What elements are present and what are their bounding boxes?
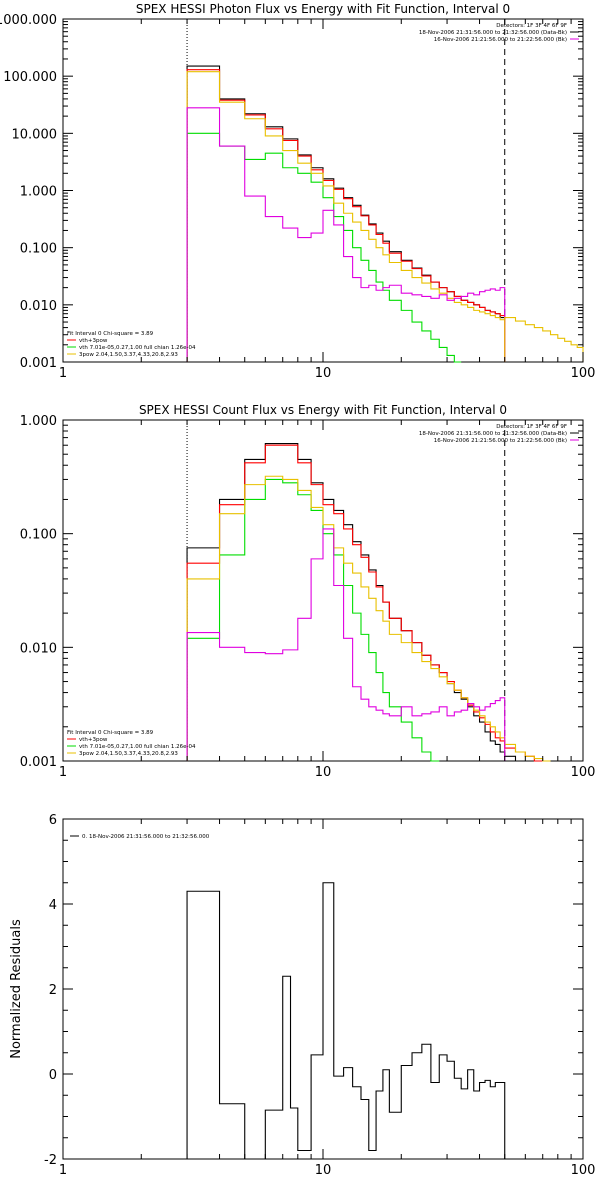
y-tick-label: 2: [49, 983, 57, 998]
legend-entry-text: 18-Nov-2006 21:31:56.000 to 21:32:56.000…: [419, 431, 567, 437]
legend-entry-text: Detectors: 1F 3F 4F 6F 9F: [496, 424, 567, 430]
y-tick-label: 0.010: [20, 641, 57, 656]
photon-legend-bottom-left: Fit Interval 0 Chi-square = 3.89vth+3pow…: [67, 331, 196, 358]
photon-flux-title: SPEX HESSI Photon Flux vs Energy with Fi…: [136, 2, 510, 16]
x-tick-label: 1: [59, 765, 67, 780]
x-tick-label: 100: [571, 366, 596, 381]
y-tick-label: 1000.000: [0, 13, 57, 28]
series-line-2: [186, 132, 462, 363]
series-line-3: [186, 71, 506, 362]
series-line-1: [186, 444, 543, 762]
residuals-panel: Normalized Residuals 1 10 100 -2 0 2 4 6 0. 18-…: [9, 813, 595, 1178]
x-tick-label: 100: [571, 765, 596, 780]
x-tick-label: 100: [571, 1163, 596, 1178]
y-tick-label: 100.000: [3, 70, 57, 85]
legend-entry-text: vth 7.01e-05,0.27,1.00 full chian 1.26e-…: [79, 345, 196, 351]
y-tick-label: 0.100: [20, 242, 57, 257]
x-tick-label: 1: [59, 1163, 67, 1178]
legend-entry-text: 16-Nov-2006 21:21:56.000 to 21:22:56.000…: [434, 37, 567, 43]
legend-entry-text: 3pow 2.04,1.50,3.37,4.33,20.8,2.93: [79, 352, 178, 358]
y-tick-label: 4: [49, 898, 57, 913]
y-tick-label: 0.100: [20, 528, 57, 543]
y-tick-label: 0.010: [20, 299, 57, 314]
residuals-legend: 0. 18-Nov-2006 21:31:56.000 to 21:32:56.…: [70, 834, 210, 840]
legend-entry-text: vth+3pow: [79, 338, 108, 344]
series-line-4: [186, 107, 506, 362]
series-line-2: [186, 478, 440, 762]
legend-entry-text: Fit Interval 0 Chi-square = 3.89: [67, 730, 154, 736]
legend-entry-text: Detectors: 1F 3F 4F 6F 9F: [496, 23, 567, 29]
y-tick-label: 0.001: [20, 356, 57, 371]
series-line-0: [186, 443, 517, 761]
series-line-3: [186, 475, 551, 762]
y-tick-label: 0: [49, 1068, 57, 1083]
count-flux-title: SPEX HESSI Count Flux vs Energy with Fit…: [139, 403, 507, 417]
legend-entry-text: vth 7.01e-05,0.27,1.00 full chian 1.26e-…: [79, 744, 196, 750]
y-tick-label: 0.001: [20, 755, 57, 770]
legend-entry-text: 16-Nov-2006 21:21:56.000 to 21:22:56.000…: [434, 438, 567, 444]
legend-entry-text: vth+3pow: [79, 737, 108, 743]
x-tick-label: 1: [59, 366, 67, 381]
y-tick-label: 10.000: [12, 127, 58, 142]
count-legend-bottom-left: Fit Interval 0 Chi-square = 3.89vth+3pow…: [67, 730, 196, 757]
x-tick-label: 10: [315, 1163, 332, 1178]
legend-entry-text: 3pow 2.04,1.50,3.37,4.33,20.8,2.93: [79, 751, 178, 757]
y-tick-label: -2: [44, 1153, 57, 1168]
x-tick-label: 10: [315, 765, 332, 780]
series-tail-line: [504, 316, 584, 362]
photon-flux-panel: SPEX HESSI Photon Flux vs Energy with Fi…: [0, 2, 595, 381]
legend-entry-text: 0. 18-Nov-2006 21:31:56.000 to 21:32:56.…: [82, 834, 210, 840]
y-tick-label: 6: [49, 813, 57, 828]
count-flux-panel: SPEX HESSI Count Flux vs Energy with Fit…: [20, 403, 596, 780]
legend-entry-text: Fit Interval 0 Chi-square = 3.89: [67, 331, 154, 337]
series-line-0: [186, 882, 506, 1160]
y-tick-label: 1.000: [20, 414, 57, 429]
residuals-y-label: Normalized Residuals: [9, 919, 24, 1059]
legend-entry-text: 18-Nov-2006 21:31:56.000 to 21:32:56.000…: [419, 30, 567, 36]
series-line-1: [186, 69, 506, 362]
y-tick-label: 1.000: [20, 185, 57, 200]
x-tick-label: 10: [315, 366, 332, 381]
series-line-0: [186, 65, 506, 362]
series-line-4: [186, 528, 506, 761]
